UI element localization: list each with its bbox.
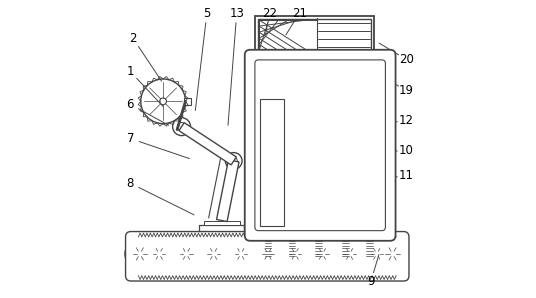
Circle shape	[370, 248, 383, 260]
Bar	[302, 186, 326, 192]
Bar	[342, 235, 349, 256]
Text: 11: 11	[399, 169, 414, 182]
Circle shape	[333, 133, 341, 141]
Circle shape	[141, 79, 185, 124]
Circle shape	[176, 243, 197, 265]
Text: 10: 10	[399, 144, 414, 157]
Text: 9: 9	[367, 275, 375, 288]
Circle shape	[183, 251, 189, 257]
Circle shape	[211, 251, 217, 257]
Circle shape	[225, 153, 242, 169]
Text: 19: 19	[399, 84, 414, 97]
Bar	[274, 79, 369, 83]
Circle shape	[262, 248, 274, 260]
Bar	[288, 235, 295, 256]
Text: 8: 8	[126, 177, 134, 190]
Circle shape	[285, 243, 306, 265]
Circle shape	[311, 243, 333, 265]
Circle shape	[385, 247, 400, 261]
Circle shape	[257, 243, 279, 265]
Circle shape	[157, 251, 162, 257]
Text: 20: 20	[399, 53, 414, 66]
Bar	[184, 98, 191, 105]
Circle shape	[177, 122, 186, 131]
Circle shape	[265, 251, 271, 257]
Text: 1: 1	[126, 65, 134, 78]
FancyBboxPatch shape	[125, 232, 409, 281]
Bar	[265, 235, 271, 256]
FancyBboxPatch shape	[255, 60, 385, 231]
Text: 7: 7	[126, 132, 134, 145]
Circle shape	[230, 157, 237, 164]
Circle shape	[292, 251, 298, 257]
Circle shape	[153, 248, 166, 260]
Bar	[258, 19, 371, 58]
Circle shape	[256, 185, 262, 191]
Circle shape	[374, 251, 379, 257]
Circle shape	[133, 247, 147, 261]
Circle shape	[316, 248, 329, 260]
Text: 2: 2	[130, 32, 137, 45]
Bar	[315, 235, 322, 256]
Text: 13: 13	[229, 7, 244, 20]
Circle shape	[160, 98, 167, 105]
Bar	[204, 221, 240, 225]
Circle shape	[289, 248, 301, 260]
Circle shape	[125, 239, 155, 269]
Circle shape	[173, 118, 190, 136]
Text: 12: 12	[399, 114, 414, 127]
Text: 6: 6	[126, 98, 134, 111]
Text: 21: 21	[292, 7, 307, 20]
Circle shape	[238, 251, 244, 257]
Circle shape	[366, 243, 388, 265]
Circle shape	[339, 243, 360, 265]
FancyBboxPatch shape	[245, 50, 396, 241]
Circle shape	[137, 252, 142, 256]
Circle shape	[390, 252, 395, 256]
Circle shape	[319, 251, 325, 257]
Circle shape	[180, 248, 192, 260]
Bar	[262, 224, 373, 231]
Bar	[251, 232, 389, 238]
Bar	[366, 235, 373, 256]
Bar	[302, 162, 327, 173]
Polygon shape	[260, 99, 284, 226]
Circle shape	[203, 243, 225, 265]
Text: 5: 5	[203, 7, 211, 20]
Circle shape	[148, 243, 170, 265]
Circle shape	[347, 251, 353, 257]
Polygon shape	[179, 123, 236, 165]
Circle shape	[344, 248, 356, 260]
Text: 22: 22	[262, 7, 277, 20]
Bar	[308, 146, 321, 162]
Polygon shape	[217, 160, 239, 222]
Circle shape	[235, 248, 247, 260]
Bar	[256, 16, 374, 60]
Circle shape	[207, 248, 220, 260]
Circle shape	[378, 239, 407, 269]
Bar	[199, 225, 244, 234]
Circle shape	[230, 243, 251, 265]
